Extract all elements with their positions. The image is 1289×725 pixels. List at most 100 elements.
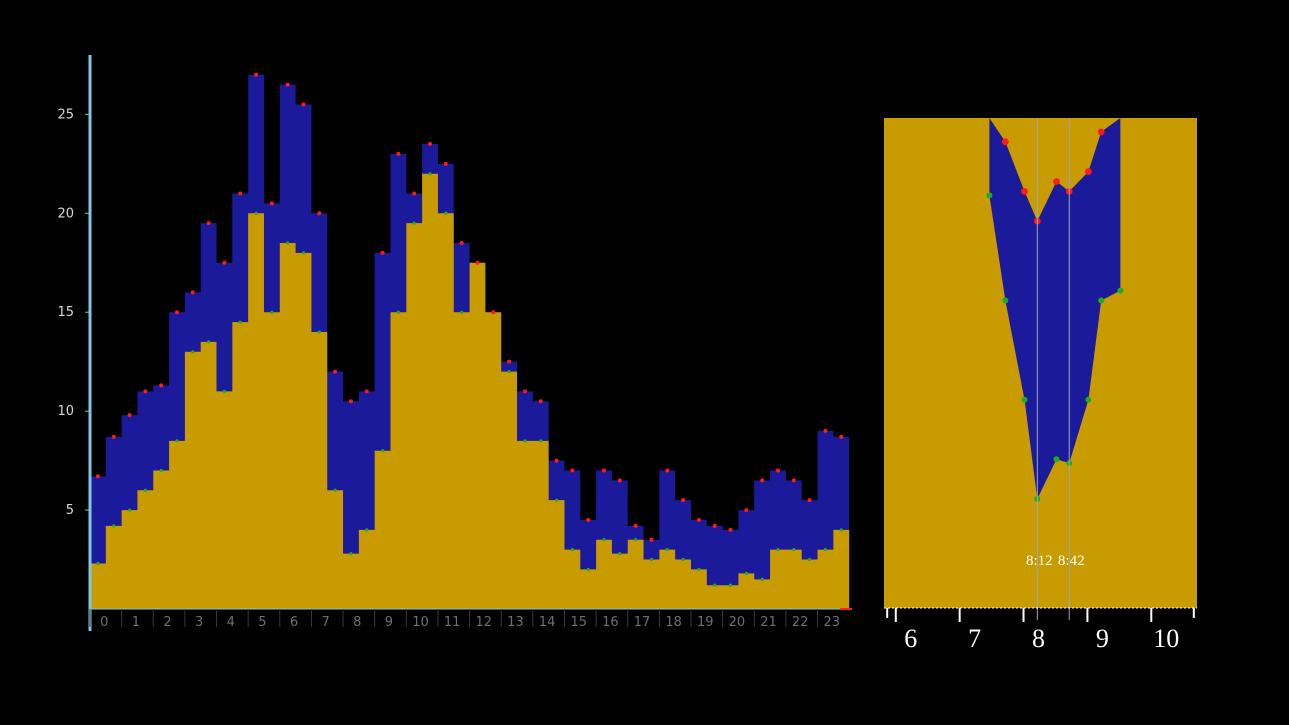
x-tick-label: 3 [195, 615, 203, 630]
zoom-peak-point [1021, 188, 1028, 195]
zoom-x-tick-label: 10 [1153, 624, 1179, 653]
peak-point [602, 468, 607, 473]
valley-point [365, 528, 369, 532]
y-tick-label: 5 [66, 503, 74, 518]
y-tick-label: 20 [57, 206, 74, 221]
valley-point [317, 330, 321, 334]
valley-point [539, 439, 543, 443]
valley-point [396, 310, 401, 314]
valley-point [191, 350, 195, 354]
x-tick-label: 16 [602, 615, 619, 630]
x-tick-label: 11 [444, 615, 461, 630]
x-tick-label: 20 [729, 615, 746, 630]
zoom-valley-point [1117, 287, 1124, 294]
peak-point [522, 389, 527, 394]
peak-point [317, 211, 322, 216]
peak-point [254, 72, 259, 77]
valley-point [238, 320, 242, 324]
peak-point [111, 434, 116, 439]
valley-point [792, 548, 796, 552]
peak-point [348, 399, 353, 404]
peak-point [174, 310, 179, 315]
peak-point [791, 478, 796, 483]
peak-point [333, 369, 338, 374]
peak-point [839, 434, 844, 439]
peak-point [301, 102, 306, 107]
x-tick-label: 13 [507, 615, 524, 630]
peak-point [507, 359, 512, 364]
peak-point [728, 527, 733, 532]
main-x-ticks: 0 1 2 3 4 5 6 7 8 9 10 11 12 13 14 15 16 17 18 19 20 21 22 23 [89, 609, 840, 630]
peak-point [554, 458, 559, 463]
zoom-valley-point [986, 192, 993, 199]
main-y-ticks: 5 10 15 20 25 [57, 107, 90, 518]
peak-point [633, 523, 638, 528]
x-tick-label: 0 [100, 615, 108, 630]
zoom-x-tick-label: 8 [1032, 624, 1045, 653]
peak-point [396, 151, 401, 156]
peak-point [143, 389, 148, 394]
valley-point [839, 528, 843, 532]
x-tick-label: 5 [258, 615, 266, 630]
valley-point [207, 340, 211, 344]
main-peak-dots [95, 72, 844, 542]
valley-point [602, 538, 606, 542]
valley-point [127, 508, 132, 512]
zoom-peak-point [1001, 138, 1009, 146]
peak-point [428, 142, 433, 147]
x-tick-label: 17 [634, 615, 651, 630]
peak-point [586, 517, 591, 522]
peak-point [238, 191, 243, 196]
valley-point [286, 241, 290, 245]
peak-point [538, 399, 543, 404]
valley-point [744, 571, 748, 575]
peak-point [570, 468, 575, 473]
valley-point [270, 310, 274, 314]
peak-point [665, 468, 670, 473]
peak-point [269, 201, 274, 206]
time-marker-label: 8:12 [1026, 553, 1053, 569]
peak-point [127, 413, 132, 418]
zoom-x-tick-label: 9 [1096, 624, 1109, 653]
peak-point [190, 290, 195, 295]
peak-point [491, 310, 496, 315]
x-tick-label: 21 [760, 615, 777, 630]
x-tick-label: 8 [353, 615, 361, 630]
x-tick-label: 4 [227, 615, 235, 630]
peak-point [443, 161, 448, 166]
zoom-x-tick-label: 7 [968, 624, 981, 653]
valley-point [254, 211, 258, 215]
peak-point [222, 260, 227, 265]
y-tick-label: 25 [57, 107, 74, 122]
zoom-chart: 8:12 8:42 6 7 8 9 10 [884, 118, 1197, 653]
peak-point [696, 517, 701, 522]
peak-point [159, 383, 164, 388]
valley-point [713, 583, 717, 587]
zoom-upper-area [989, 118, 1121, 499]
zoom-peak-dots [1001, 128, 1105, 225]
valley-point [175, 439, 179, 443]
valley-point [570, 548, 574, 552]
peak-point [459, 240, 464, 245]
x-tick-label: 9 [385, 615, 393, 630]
valley-point [760, 577, 764, 581]
zoom-valley-point [1085, 396, 1092, 403]
valley-point [523, 439, 527, 443]
y-tick-label: 15 [57, 305, 74, 320]
x-tick-label: 6 [290, 615, 298, 630]
peak-point [681, 498, 686, 503]
zoom-x-ticks: 6 7 8 9 10 [886, 608, 1195, 653]
valley-point [159, 468, 163, 473]
x-tick-label: 7 [322, 615, 330, 630]
x-tick-label: 1 [132, 615, 140, 630]
peak-point [380, 250, 385, 255]
main-areas [90, 74, 850, 610]
valley-point [412, 221, 416, 225]
zoom-areas [989, 118, 1121, 499]
valley-point [554, 498, 559, 502]
valley-point [222, 389, 227, 393]
zoom-peak-point [1085, 168, 1092, 175]
valley-point [697, 567, 701, 572]
peak-point [412, 191, 417, 196]
valley-point [428, 172, 432, 176]
